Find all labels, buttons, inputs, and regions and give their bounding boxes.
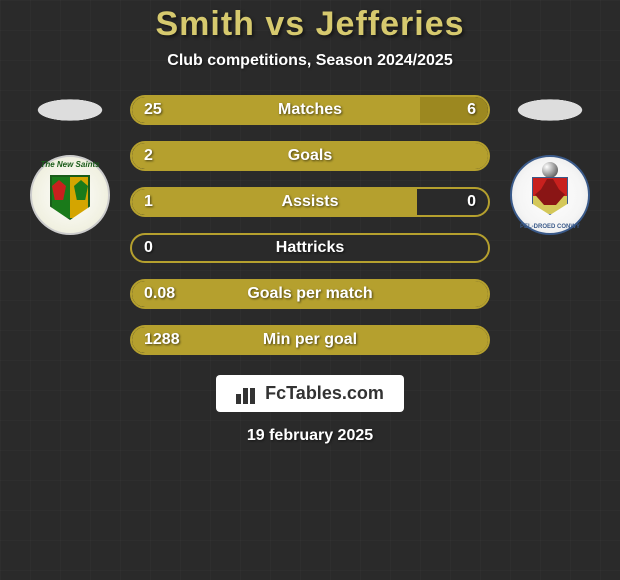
player-silhouette-right [505,95,595,125]
stat-value-right: 6 [467,101,476,119]
subtitle: Club competitions, Season 2024/2025 [167,52,452,70]
footer-brand: FcTables.com [216,375,404,412]
stat-value-left: 1288 [144,331,180,349]
stat-fill-left [132,97,420,123]
stat-value-right: 0 [467,193,476,211]
stat-label: Assists [282,193,339,211]
main-area: The New Saints 25 Matches 6 2 Goals 1 Assists 0… [0,95,620,355]
left-column: The New Saints [20,95,120,235]
stat-label: Goals per match [247,285,372,303]
logo-left-text: The New Saints [40,160,99,169]
stat-bar: 1288 Min per goal [130,325,490,355]
chart-icon [236,384,260,404]
right-column: PEL-DROED CONWY [500,95,600,235]
stats-column: 25 Matches 6 2 Goals 1 Assists 0 0 Hattricks 0.08 G… [130,95,490,355]
footer-brand-text: FcTables.com [265,383,384,404]
logo-right-banner: PEL-DROED CONWY [520,224,580,230]
stat-bar: 25 Matches 6 [130,95,490,125]
stat-bar: 0 Hattricks [130,233,490,263]
stat-fill-left [132,189,417,215]
stat-value-left: 0 [144,239,153,257]
page-title: Smith vs Jefferies [155,5,464,44]
team-logo-right: PEL-DROED CONWY [510,155,590,235]
team-logo-left: The New Saints [30,155,110,235]
stat-label: Matches [278,101,342,119]
footer-date: 19 february 2025 [247,427,373,445]
stat-bar: 0.08 Goals per match [130,279,490,309]
stat-value-left: 25 [144,101,162,119]
player-silhouette-left [25,95,115,125]
stat-value-left: 2 [144,147,153,165]
stat-label: Hattricks [276,239,344,257]
stat-fill-right [420,97,488,123]
stat-value-left: 0.08 [144,285,175,303]
stat-label: Min per goal [263,331,357,349]
stat-bar: 1 Assists 0 [130,187,490,217]
ball-icon [542,162,558,178]
stat-value-left: 1 [144,193,153,211]
stat-label: Goals [288,147,332,165]
stat-bar: 2 Goals [130,141,490,171]
